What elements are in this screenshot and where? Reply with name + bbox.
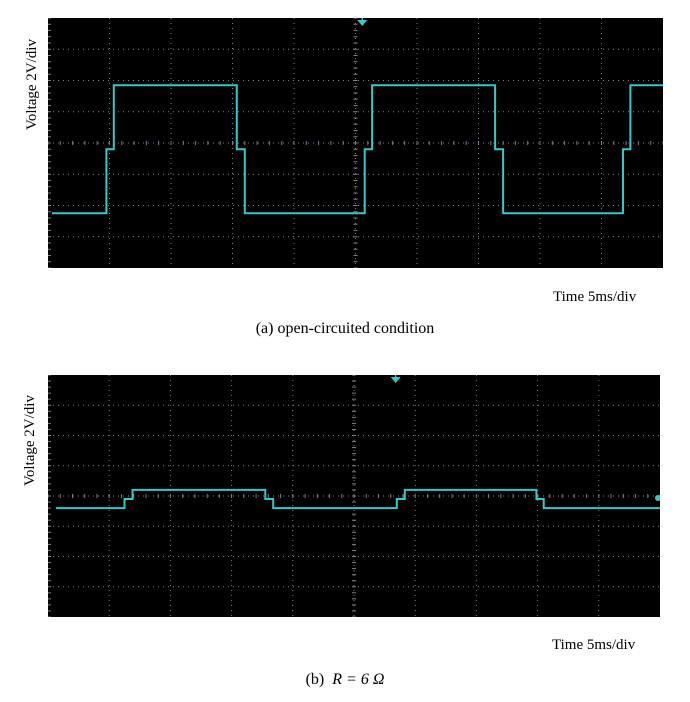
x-axis-label-b: Time 5ms/div (552, 637, 636, 653)
caption-b-prefix: (b) (305, 671, 325, 688)
level-marker-icon (655, 495, 660, 502)
waveform-trace (52, 84, 663, 215)
caption-b-math: R = 6 Ω (332, 671, 385, 688)
grid (48, 375, 660, 617)
trigger-marker-icon (390, 377, 401, 383)
caption-b: (b) R = 6 Ω (0, 671, 690, 689)
grid (48, 18, 663, 268)
figure-panel-b: Voltage 2V/div Time 5ms/div (b) R = 6 Ω (0, 360, 690, 702)
caption-a: (a) open-circuited condition (255, 320, 435, 337)
figure-panel-a: Voltage 2V/div Time 5ms/div (a) open-cir… (0, 0, 690, 350)
x-axis-label-a: Time 5ms/div (553, 289, 637, 305)
y-axis-label-b: Voltage 2V/div (22, 395, 38, 486)
oscilloscope-screen-a (48, 18, 663, 268)
oscilloscope-screen-b (48, 375, 660, 617)
trigger-marker-icon (357, 20, 368, 26)
waveform-trace (56, 488, 660, 510)
y-axis-label-a: Voltage 2V/div (24, 39, 40, 130)
